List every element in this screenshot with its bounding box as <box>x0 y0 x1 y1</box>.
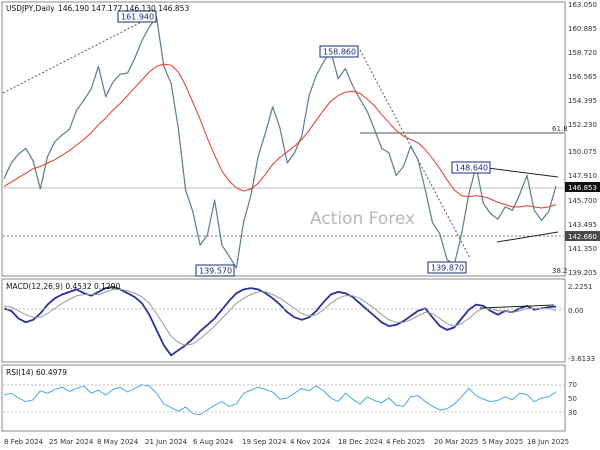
x-tick-label: 5 May 2025 <box>482 438 523 446</box>
price-line <box>3 16 557 269</box>
y-tick-label: 152.230 <box>568 121 597 129</box>
price-y-axis: 163.050 160.885 158.720 156.565 154.395 … <box>568 1 597 277</box>
y-tick-label: 160.885 <box>568 25 597 33</box>
x-tick-label: 18 Dec 2024 <box>338 438 383 446</box>
trendline-dotted <box>2 14 156 94</box>
y-tick-label: 139.205 <box>568 269 597 277</box>
triangle-upper-line <box>487 167 559 178</box>
x-tick-label: 21 Jun 2024 <box>145 438 188 446</box>
current-price-label: 146.853 <box>568 184 597 192</box>
x-tick-label: 20 Mar 2025 <box>434 438 478 446</box>
x-tick-label: 6 Aug 2024 <box>193 438 234 446</box>
macd-panel <box>1 278 566 363</box>
rsi-line <box>3 384 557 416</box>
macd-line <box>3 285 557 357</box>
watermark: Action Forex <box>310 209 415 229</box>
x-tick-label: 18 Jun 2025 <box>527 438 569 446</box>
y-tick-label: 158.720 <box>568 49 597 57</box>
price-panel <box>1 1 566 277</box>
rsi-y-tick: 50 <box>568 395 577 403</box>
macd-trendline <box>479 304 555 309</box>
annotation-139870: 139.870 <box>431 264 464 273</box>
annotation-158860: 158.860 <box>323 48 356 57</box>
current-price-box <box>565 182 600 192</box>
rsi-y-tick: 70 <box>568 381 577 389</box>
y-tick-label: 156.565 <box>568 73 597 81</box>
x-tick-label: 4 Feb 2025 <box>386 438 425 446</box>
annotation-148640: 148.640 <box>455 164 488 173</box>
annotation-161940: 161.940 <box>121 13 154 22</box>
macd-y-tick: -3.6133 <box>568 355 595 363</box>
moving-average-line <box>3 63 557 209</box>
y-tick-label: 163.050 <box>568 1 597 9</box>
triangle-lower-line <box>496 231 559 243</box>
rsi-lines <box>3 384 557 416</box>
macd-title: MACD(12,26,9) 0.4532 0.1290 <box>6 282 120 291</box>
y-tick-label: 143.495 <box>568 221 597 229</box>
y-tick-label: 154.395 <box>568 97 597 105</box>
macd-y-tick: 2.2251 <box>568 283 593 291</box>
x-tick-label: 8 Feb 2024 <box>4 438 44 446</box>
fib-61-label: 61.8 <box>552 125 568 133</box>
annotation-139570: 139.570 <box>199 267 232 276</box>
level-label: 142.660 <box>568 233 597 241</box>
fib-38-label: 38.2 <box>552 267 568 275</box>
rsi-panel <box>1 364 566 432</box>
x-tick-label: 8 May 2024 <box>97 438 139 446</box>
level-box <box>565 231 600 241</box>
ohlc-readout: 146.190 147.177 146.130 146.853 <box>58 4 189 13</box>
x-tick-label: 25 Mar 2024 <box>49 438 94 446</box>
price-title: USDJPY,Daily <box>6 4 55 13</box>
x-axis: 8 Feb 2024 25 Mar 2024 8 May 2024 21 Jun… <box>4 438 569 446</box>
y-tick-label: 141.350 <box>568 245 597 253</box>
y-tick-label: 150.075 <box>568 148 597 156</box>
x-tick-label: 19 Sep 2024 <box>242 438 287 446</box>
macd-y-tick: 0.00 <box>568 307 584 315</box>
signal-line <box>3 288 557 346</box>
rsi-y-tick: 30 <box>568 409 577 417</box>
rsi-title: RSI(14) 60.4979 <box>6 368 67 377</box>
y-tick-label: 145.700 <box>568 197 597 205</box>
macd-lines <box>3 285 557 357</box>
price-lines <box>3 16 557 269</box>
x-tick-label: 4 Nov 2024 <box>290 438 331 446</box>
y-tick-label: 147.910 <box>568 172 597 180</box>
